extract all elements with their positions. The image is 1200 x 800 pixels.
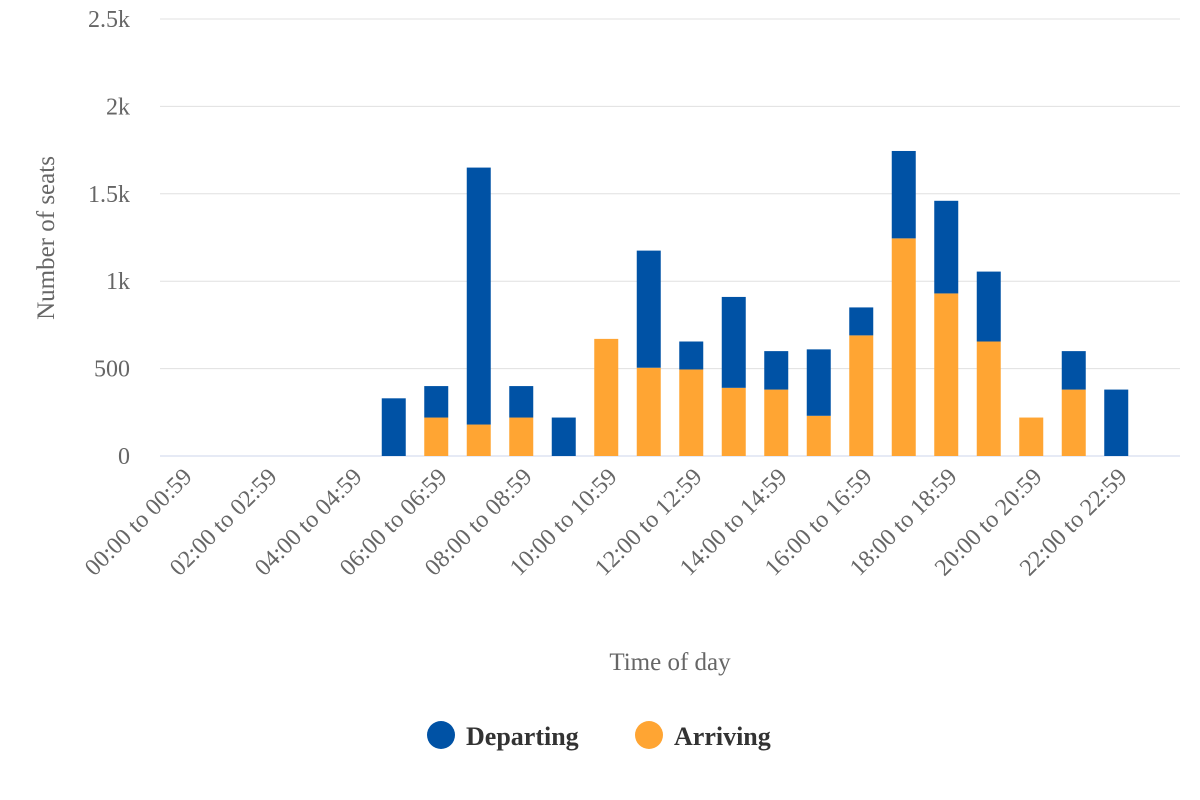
bar-arriving[interactable] (594, 338, 619, 456)
bar-departing[interactable] (424, 386, 449, 418)
bar-arriving[interactable] (466, 424, 491, 456)
legend: Departing Arriving (427, 721, 771, 751)
bar-arriving[interactable] (976, 341, 1001, 456)
bar-arriving[interactable] (806, 415, 831, 456)
y-tick-label: 2.5k (88, 7, 130, 33)
bar-departing[interactable] (636, 250, 661, 368)
legend-marker (427, 721, 455, 749)
bar-departing[interactable] (934, 200, 959, 294)
bar-arriving[interactable] (509, 417, 534, 456)
bar-arriving[interactable] (849, 335, 874, 456)
bar-arriving[interactable] (1019, 417, 1044, 456)
y-axis-title: Number of seats (33, 156, 60, 320)
bar-departing[interactable] (381, 398, 406, 456)
bar-departing[interactable] (976, 271, 1001, 342)
bar-arriving[interactable] (1061, 389, 1086, 456)
y-tick-label: 2k (106, 94, 130, 120)
legend-label: Arriving (674, 722, 771, 751)
bar-departing[interactable] (721, 296, 746, 388)
legend-marker (635, 721, 663, 749)
bar-departing[interactable] (891, 150, 916, 239)
bar-departing[interactable] (551, 417, 576, 456)
bar-arriving[interactable] (424, 417, 449, 456)
bar-departing[interactable] (509, 386, 534, 418)
bars (381, 150, 1129, 456)
y-tick-label: 500 (94, 357, 130, 383)
y-axis-ticks: 0 500 1k 1.5k 2k 2.5k (88, 7, 130, 470)
legend-label: Departing (466, 722, 579, 751)
bar-arriving[interactable] (636, 367, 661, 456)
legend-item-departing[interactable]: Departing (427, 721, 579, 751)
bar-arriving[interactable] (764, 389, 789, 456)
y-tick-label: 0 (118, 444, 130, 470)
bar-departing[interactable] (764, 351, 789, 390)
x-axis-title: Time of day (609, 649, 731, 676)
bar-arriving[interactable] (891, 238, 916, 456)
y-tick-label: 1.5k (88, 182, 130, 208)
bar-departing[interactable] (1104, 389, 1129, 456)
y-tick-label: 1k (106, 269, 130, 295)
bar-arriving[interactable] (934, 293, 959, 456)
bar-departing[interactable] (806, 349, 831, 416)
bar-departing[interactable] (466, 167, 491, 425)
bar-arriving[interactable] (721, 387, 746, 456)
gridlines (160, 18, 1180, 457)
bar-departing[interactable] (679, 341, 704, 370)
bar-departing[interactable] (1061, 351, 1086, 390)
bar-departing[interactable] (849, 307, 874, 336)
legend-item-arriving[interactable]: Arriving (635, 721, 771, 751)
bar-arriving[interactable] (679, 369, 704, 456)
